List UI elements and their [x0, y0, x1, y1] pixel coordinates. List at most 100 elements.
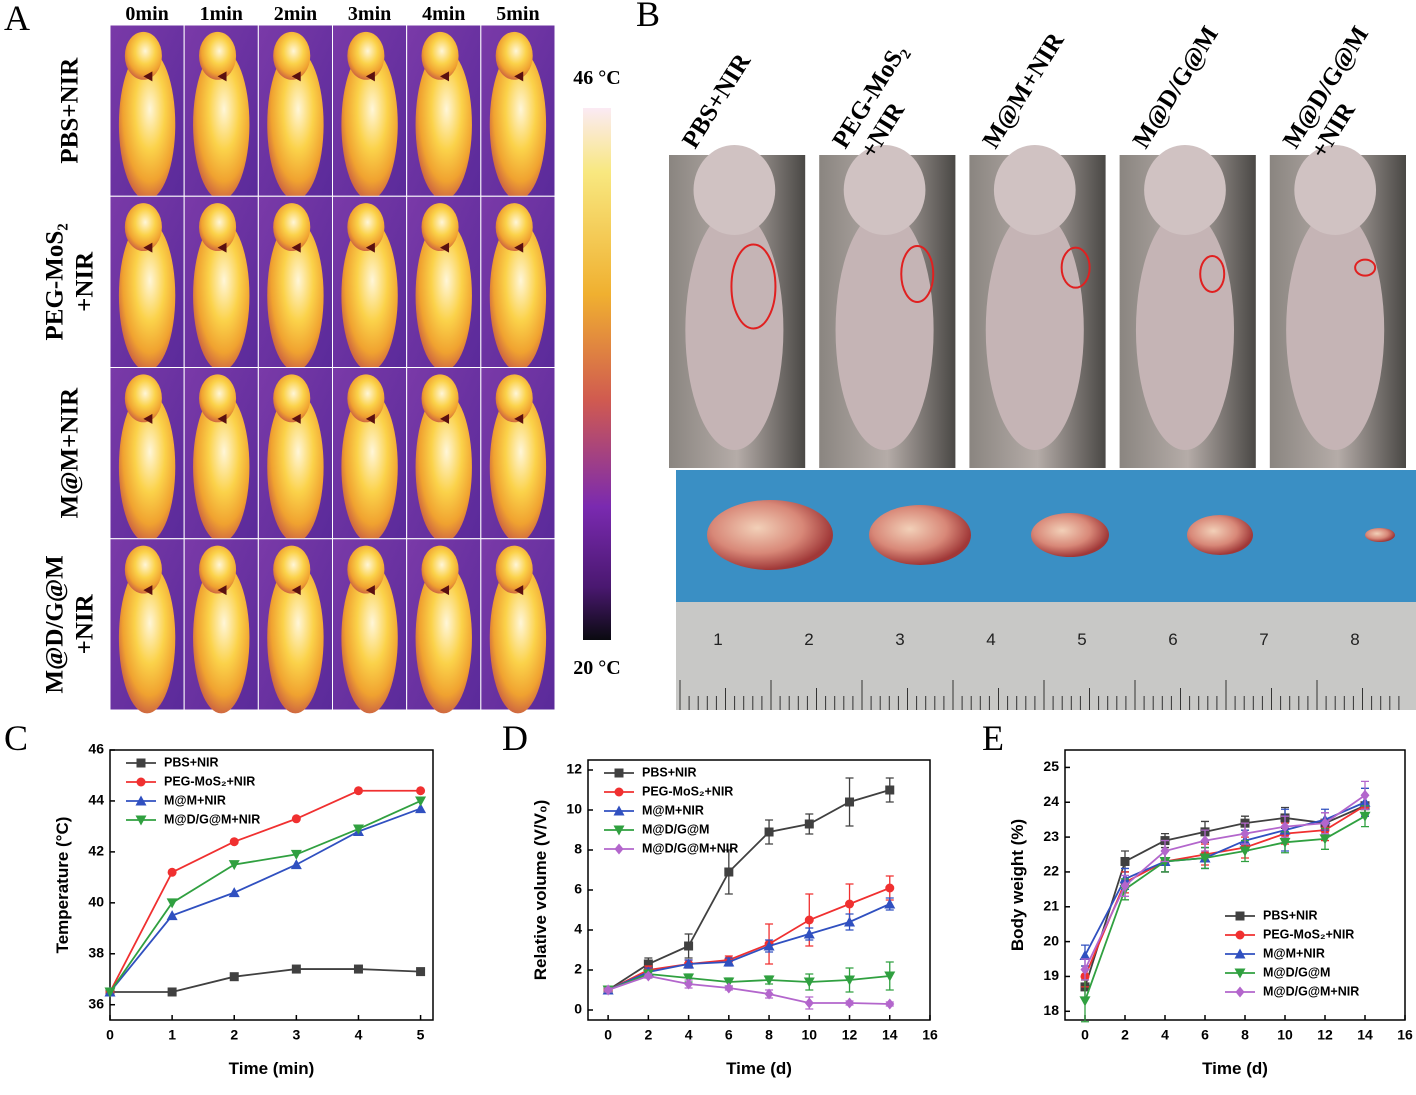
point [764, 988, 774, 1000]
mouse-body [341, 391, 398, 543]
y-tick-label: 2 [574, 961, 582, 977]
x-tick-label: 2 [644, 1027, 652, 1043]
x-tick-label: 8 [765, 1027, 773, 1043]
tumor-marker [217, 242, 227, 253]
legend-label: PBS+NIR [164, 755, 219, 769]
mouse-body [267, 48, 324, 200]
x-tick-label: 14 [1357, 1027, 1373, 1043]
point [803, 977, 815, 988]
point [1280, 821, 1290, 833]
tumor-marker [217, 585, 227, 596]
point [167, 987, 177, 997]
legend-label: PEG-MoS₂+NIR [164, 774, 255, 788]
point [229, 837, 239, 847]
time-label: 2min [274, 3, 317, 25]
point [885, 998, 895, 1010]
point [1160, 845, 1170, 857]
mouse-head [273, 203, 311, 252]
tumor-marker [514, 585, 524, 596]
tumor-marker [440, 71, 450, 82]
point [228, 860, 240, 871]
ruler-number: 7 [1259, 630, 1268, 649]
plot-frame [1064, 749, 1406, 1021]
tumor-marker [291, 585, 301, 596]
point [804, 915, 814, 925]
legend-label: PEG-MoS₂+NIR [1263, 927, 1354, 941]
ruler-number: 2 [804, 630, 813, 649]
x-tick-label: 0 [106, 1027, 114, 1043]
series-line [1084, 794, 1366, 970]
legend-marker [614, 787, 624, 797]
ruler-number: 5 [1077, 630, 1086, 649]
legend-marker [1234, 968, 1246, 979]
x-tick-label: 6 [725, 1027, 733, 1043]
x-tick-label: 10 [1277, 1027, 1293, 1043]
x-tick-label: 2 [230, 1027, 238, 1043]
tumor-marker [291, 71, 301, 82]
time-label: 1min [200, 3, 243, 25]
point [415, 796, 427, 807]
x-tick-label: 16 [922, 1027, 938, 1043]
legend-marker [613, 825, 625, 836]
point [885, 785, 895, 795]
point [1199, 853, 1211, 864]
mouse-head [124, 545, 162, 594]
mouse-head [199, 31, 237, 80]
y-tick-label: 6 [574, 881, 582, 897]
y-axis-title: Body weight (%) [1008, 819, 1027, 951]
point [1120, 880, 1130, 892]
legend-label: M@M+NIR [1263, 946, 1325, 960]
mouse-head [124, 203, 162, 252]
legend-label: PBS+NIR [642, 765, 697, 779]
row-label: M@M+NIR [57, 387, 84, 518]
point [724, 982, 734, 994]
colorbar [583, 108, 611, 640]
series-line [607, 973, 890, 991]
mouse-body [267, 220, 324, 371]
mouse-head [495, 545, 533, 594]
series-line [1084, 801, 1366, 956]
series-line [607, 887, 891, 991]
legend-marker [135, 795, 147, 806]
point [845, 997, 855, 1009]
x-tick-label: 4 [1161, 1027, 1169, 1043]
y-tick-label: 25 [1043, 758, 1059, 774]
x-tick-label: 0 [604, 1027, 612, 1043]
mouse-body [415, 48, 472, 200]
tumor-circle [1060, 246, 1091, 289]
mouse-head [421, 203, 459, 252]
mouse-body [193, 391, 250, 543]
mouse-head [421, 374, 459, 423]
mouse-head [421, 545, 459, 594]
mouse-head [495, 203, 533, 252]
y-tick-label: 12 [566, 761, 582, 777]
mouse-body [193, 220, 250, 371]
point [603, 984, 613, 996]
point [166, 910, 178, 921]
colorbar-min-label: 20 °C [573, 657, 620, 679]
point [643, 959, 653, 969]
tumor [707, 500, 833, 570]
tumor-marker [365, 242, 375, 253]
tumor-marker [217, 71, 227, 82]
y-tick-label: 18 [1043, 1002, 1059, 1018]
point [684, 941, 694, 951]
point [1079, 996, 1091, 1007]
legend-marker [1235, 911, 1245, 921]
legend-label: PBS+NIR [1263, 908, 1318, 922]
legend-marker [614, 768, 624, 778]
mouse-head [347, 545, 385, 594]
point [724, 867, 734, 877]
mouse-body [415, 391, 472, 543]
mouse-body [489, 562, 547, 714]
series-line [607, 903, 891, 991]
x-tick-label: 12 [1317, 1027, 1333, 1043]
tumor-marker [514, 71, 524, 82]
point [844, 916, 856, 927]
point [884, 898, 896, 909]
x-tick-label: 0 [1081, 1027, 1089, 1043]
mouse-body [1286, 210, 1385, 450]
series-line [109, 800, 421, 993]
tumor-marker [365, 585, 375, 596]
mouse-body [415, 562, 472, 714]
